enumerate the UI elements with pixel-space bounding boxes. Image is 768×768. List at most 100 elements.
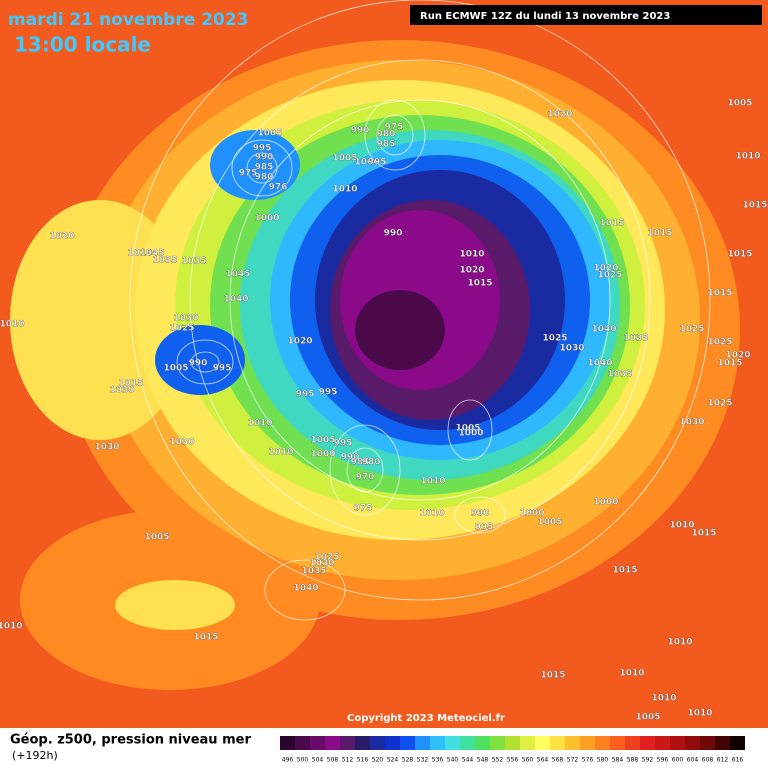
legend-swatch [400,736,415,750]
isobar-label: 1035 [623,334,648,344]
legend-label: 580 [597,757,609,764]
isobar-label: 1010 [419,509,444,519]
isobar-label: 980 [255,173,274,183]
isobar-label: 1040 [587,359,612,369]
isobar-label: 1015 [727,250,752,260]
isobar-label: 1005 [455,424,480,434]
isobar-label: 1000 [458,429,483,439]
isobar-label: 1005 [310,436,335,446]
legend-label: 508 [327,757,339,764]
legend-label: 552 [492,757,504,764]
legend-label: 516 [357,757,369,764]
legend-swatch [505,736,520,750]
isobar-label: 1020 [547,110,572,120]
legend-label: 548 [477,757,489,764]
isobar-label: 1010 [651,694,676,704]
legend-swatch [715,736,730,750]
legend-label: 524 [387,757,399,764]
isobar-label: 1025 [707,399,732,409]
isobar-label: 1030 [559,344,584,354]
isobar-label: 1010 [735,152,760,162]
legend-label: 536 [432,757,444,764]
legend-swatch [655,736,670,750]
isobar-label: 980 [362,458,381,468]
isobar-label: 1015 [540,671,565,681]
isobar-label: 1010 [0,320,25,330]
isobar-label: 995 [334,439,353,449]
legend-swatch [475,736,490,750]
legend-label: 560 [522,757,534,764]
isobar-label: 1035 [181,257,206,267]
legend-swatch [550,736,565,750]
isobar-label: 1005 [163,364,188,374]
legend-label: 568 [552,757,564,764]
legend-swatch [310,736,325,750]
isobar-label: 1005 [727,99,752,109]
isobar-label: 1040 [223,295,248,305]
footer-lead: (+192h) [12,749,58,762]
legend-label: 592 [642,757,654,764]
legend-swatch [520,736,535,750]
isobar-label: 1030 [679,418,704,428]
isobar-label: 1000 [519,509,544,519]
isobar-label: 990 [351,126,370,136]
legend-swatch [370,736,385,750]
legend-label: 584 [612,757,624,764]
legend-label: 556 [507,757,519,764]
isobar-label: 1025 [707,338,732,348]
legend-label: 564 [537,757,549,764]
legend-label: 544 [462,757,474,764]
isobar-label: 1010 [687,709,712,719]
legend-swatch [625,736,640,750]
isobar-label: 1005 [144,533,169,543]
legend-swatch [340,736,355,750]
isobar-label: 1015 [717,359,742,369]
legend-label: 512 [342,757,354,764]
isobar-label: 970 [356,473,375,483]
isobar-label: 1010 [247,419,272,429]
isobar-label: 1045 [139,249,164,259]
isobar-label: 1025 [542,334,567,344]
isobar-label: 976 [269,183,288,193]
legend-label: 604 [687,757,699,764]
isobar-label: 1020 [593,264,618,274]
isobar-label: 985 [255,163,274,173]
legend-label: 608 [702,757,714,764]
isobar-label: 990 [255,153,274,163]
legend-swatch [295,736,310,750]
isobar-label: 1020 [459,266,484,276]
isobar-label: 995 [319,388,338,398]
legend-swatch [670,736,685,750]
legend-label: 612 [717,757,729,764]
isobar-label: 1030 [109,386,134,396]
legend-swatch [460,736,475,750]
isobar-label: 1010 [619,669,644,679]
legend-label: 572 [567,757,579,764]
isobar-label: 1000 [254,214,279,224]
run: Run ECMWF 12Z du lundi 13 novembre 2023 [420,11,670,22]
isobar-label: 1015 [707,289,732,299]
isobar-label: 1035 [607,370,632,380]
isobar-label: 1010 [0,622,23,632]
isobar-label: 1025 [679,325,704,335]
legend-label: 528 [402,757,414,764]
date: mardi 21 novembre 2023 [8,10,248,30]
legend-label: 496 [282,757,294,764]
isobar-label: 995 [475,523,494,533]
legend-swatch [610,736,625,750]
isobar-label: 1030 [169,438,194,448]
isobar-label: 995 [213,364,232,374]
legend-swatch [535,736,550,750]
isobar-label: 1030 [94,443,119,453]
legend-swatch [700,736,715,750]
isobar-label: 1015 [647,229,672,239]
isobar-label: 1040 [591,325,616,335]
isobar-label: 1035 [301,567,326,577]
footer-title: Géop. z500, pression niveau mer [10,733,251,748]
legend-swatch [490,736,505,750]
legend-swatch [595,736,610,750]
legend: 496 500 504 508 512 516 520 524 528 532 536 540 544 5… [280,736,745,764]
isobar-label: 980 [377,130,396,140]
isobar-label: 1010 [459,250,484,260]
